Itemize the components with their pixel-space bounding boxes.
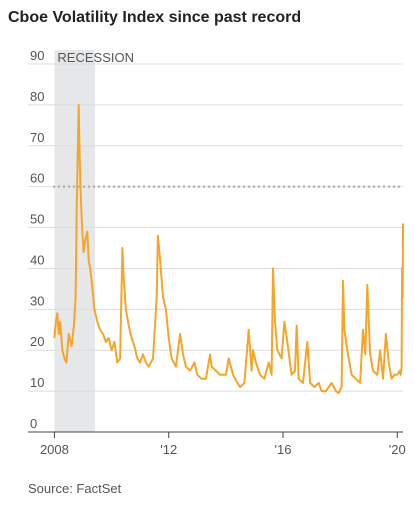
y-tick-label: 30 <box>30 293 44 308</box>
y-tick-label: 0 <box>30 416 37 431</box>
source: Source: FactSet <box>28 481 122 496</box>
recession-label: RECESSION <box>57 50 134 65</box>
x-tick-label: 2008 <box>40 442 69 457</box>
x-tick-label: '20 <box>389 442 406 457</box>
vix-line <box>53 103 404 395</box>
recession-band <box>54 50 95 432</box>
y-tick-label: 20 <box>30 334 44 349</box>
y-tick-label: 10 <box>30 375 44 390</box>
y-tick-label: 40 <box>30 252 44 267</box>
chart-title: Cboe Volatility Index since past record <box>8 9 301 26</box>
x-tick-label: '16 <box>275 442 292 457</box>
x-tick-label: '12 <box>160 442 177 457</box>
y-tick-label: 80 <box>30 89 44 104</box>
y-tick-label: 70 <box>30 130 44 145</box>
y-tick-label: 90 <box>30 48 44 63</box>
y-tick-label: 60 <box>30 171 44 186</box>
y-tick-label: 50 <box>30 212 44 227</box>
